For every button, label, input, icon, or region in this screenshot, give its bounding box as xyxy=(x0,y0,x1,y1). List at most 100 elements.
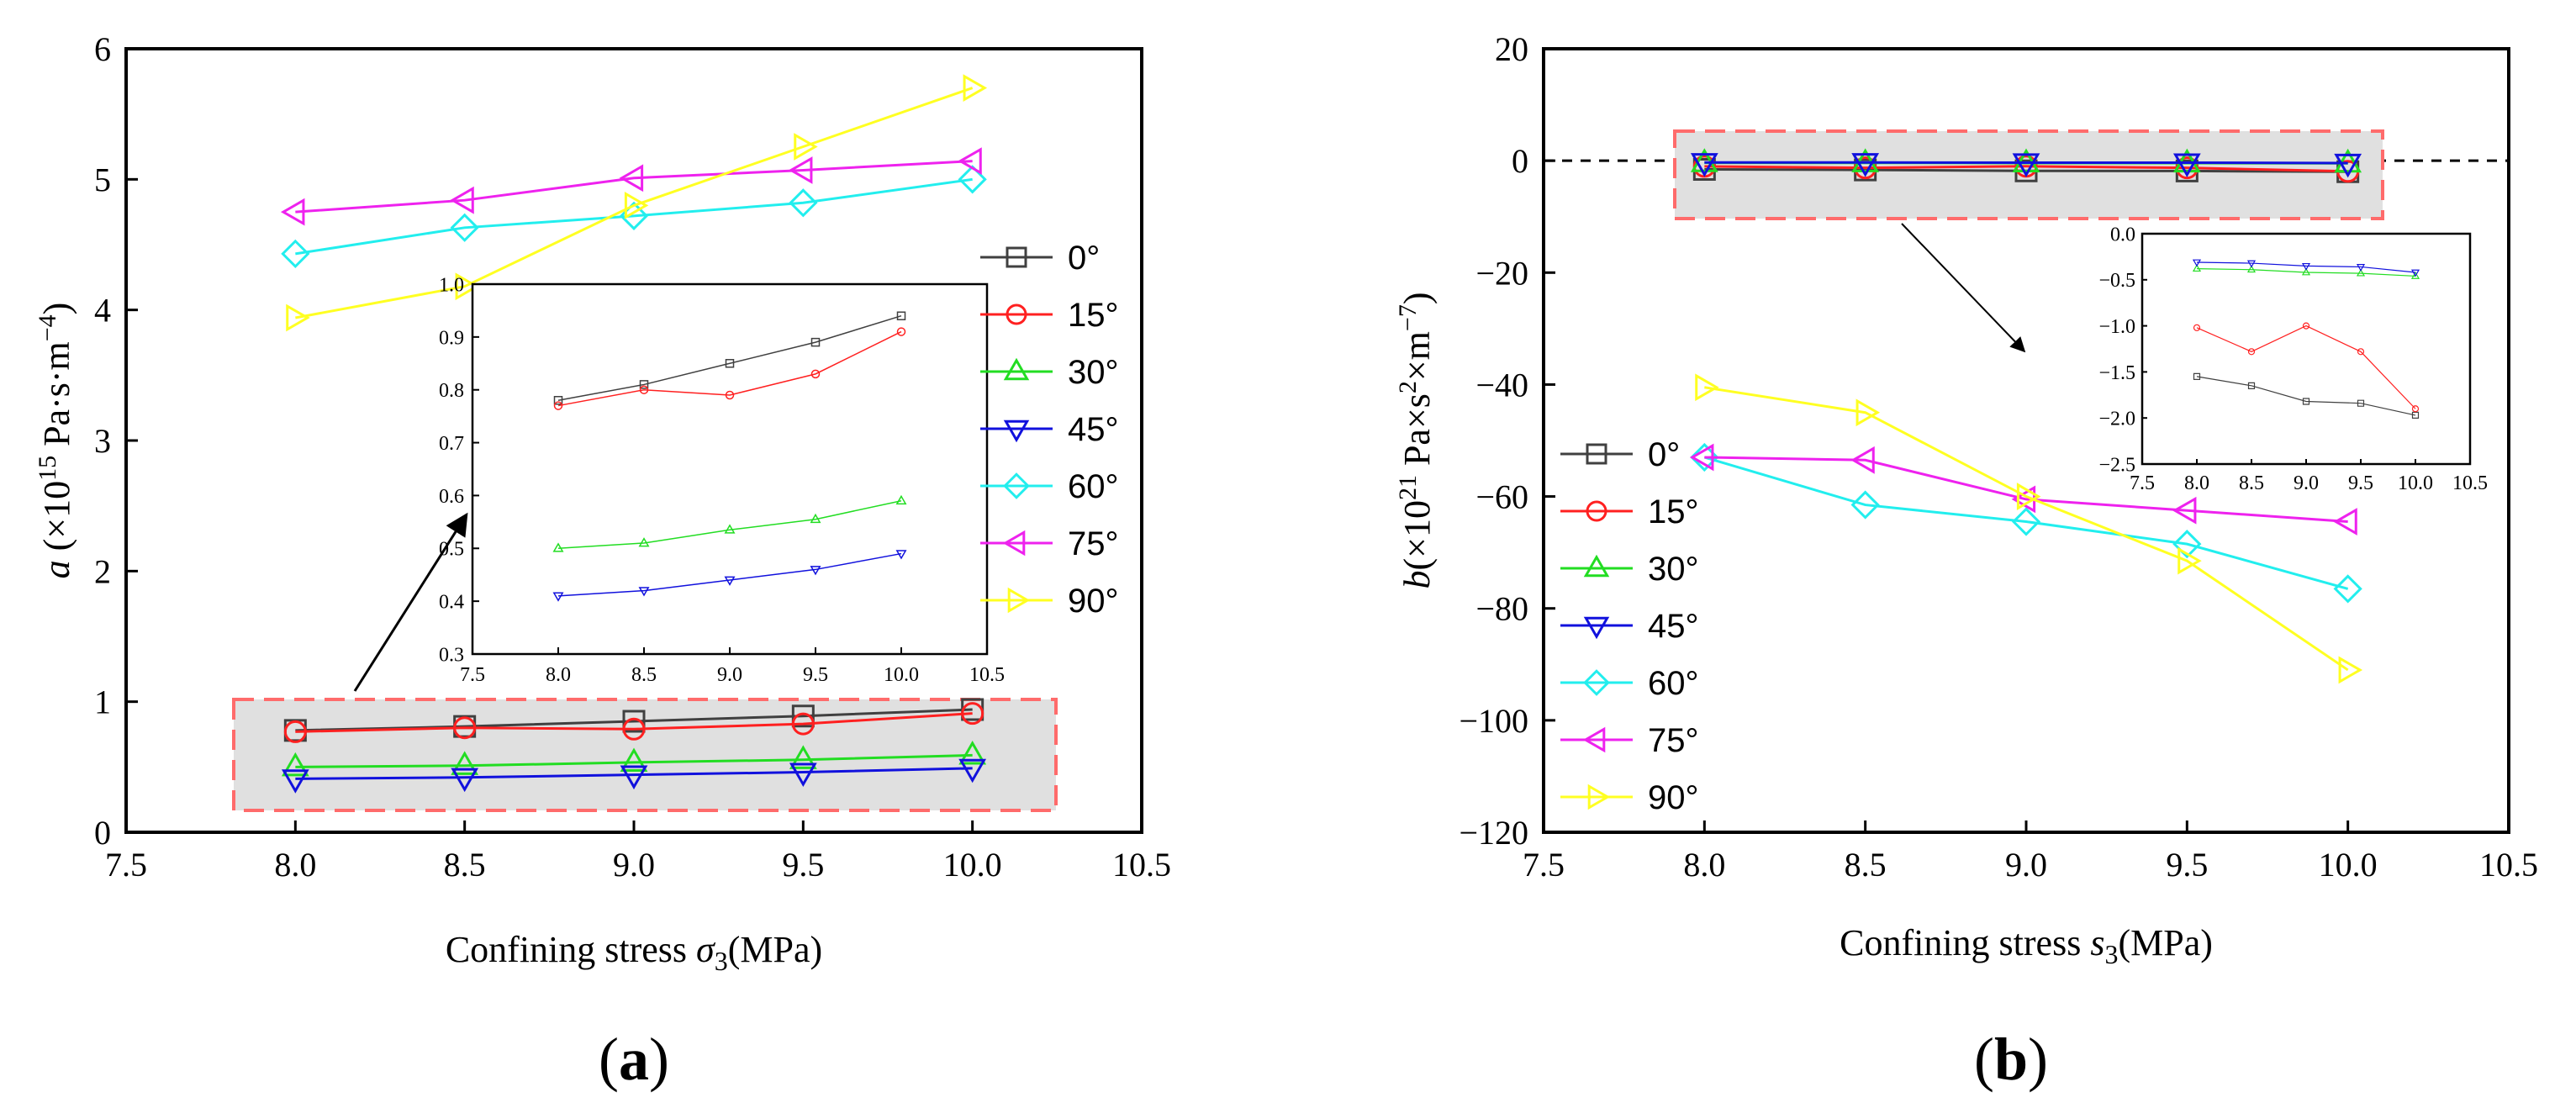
panel-b-inset-xtick-label: 8.5 xyxy=(2239,472,2264,494)
panel-a-legend-90deg-marker xyxy=(1007,587,1031,614)
panel-a-inset-ticks: 7.5 8.0 8.5 9.0 9.5 10.0 10.5 0.3 0.4 0.5 0.6 0.7 0.… xyxy=(439,274,1005,686)
panel-a-inset-arrow xyxy=(353,512,468,692)
panel-b-inset-series-30deg-point xyxy=(2301,267,2311,276)
panel-b-legend-45deg-marker xyxy=(1583,616,1610,640)
panel-b-inset-xtick-label: 8.0 xyxy=(2184,472,2209,494)
panel-b-ylabel: b(×1021 Pa×s2×m−7) xyxy=(1394,292,1438,588)
panel-b-inset-series-45deg-line xyxy=(2196,261,2416,273)
panel-b-inset-xtick-label: 7.5 xyxy=(2130,472,2155,494)
panel-b-xlabel: Confining stress s3(MPa) xyxy=(1840,922,2213,969)
panel-b-inset-series-0deg-line xyxy=(2196,376,2416,416)
panel-a-legend-0deg-marker xyxy=(1006,246,1027,268)
panel-a-legend-75deg-marker xyxy=(1002,530,1026,557)
panel-a-xlabel-symbol: σ xyxy=(696,929,716,970)
panel-a-ytick-label: 1 xyxy=(94,683,111,721)
panel-a-legend-15deg-marker xyxy=(1006,303,1027,325)
panel-a-series-45deg-line xyxy=(295,767,973,780)
panel-a-xtick-label: 8.0 xyxy=(274,846,316,884)
panel-a-series-60deg-point xyxy=(958,165,987,194)
panel-b-series-45deg-point xyxy=(1690,153,1718,177)
panel-a: 7.5 8.0 8.5 9.0 9.5 10.0 10.5 0 1 2 3 4 5 6 7.5 8.0 8.5… xyxy=(34,30,1171,1093)
panel-b-xlabel-unit: (MPa) xyxy=(2118,922,2212,963)
panel-b-series-30deg-point xyxy=(2172,148,2201,173)
panel-a-series-90deg-line xyxy=(295,87,974,319)
panel-a-xlabel: Confining stress σ3(MPa) xyxy=(446,929,822,976)
panel-b-legend-60deg-marker xyxy=(1583,669,1610,696)
panel-b-inset-xtick-label: 9.5 xyxy=(2348,472,2373,494)
panel-b-series xyxy=(1689,148,2363,684)
panel-b-series-75deg-point xyxy=(1850,446,1875,474)
panel-b-inset-series-30deg-point xyxy=(2246,265,2257,273)
panel-b-legend-30deg-label: 30° xyxy=(1648,551,1699,588)
panel-a-inset-ytick-label: 1.0 xyxy=(439,274,464,296)
panel-a-inset-xtick-label: 10.5 xyxy=(969,664,1005,686)
panel-b-xtick-label: 8.0 xyxy=(1683,846,1725,884)
panel-b-inset-series xyxy=(2192,259,2420,419)
panel-a-series-75deg-point xyxy=(280,198,305,226)
panel-b: 7.5 8.0 8.5 9.0 9.5 10.0 10.5 20 0 −20 −40 −60 −80 −1… xyxy=(1394,30,2538,1093)
panel-b-ytick-label: −120 xyxy=(1459,814,1528,852)
panel-b-series-60deg-point xyxy=(1850,490,1880,520)
panel-b-inset-series-15deg-point xyxy=(2411,405,2420,413)
panel-a-series-60deg-point xyxy=(281,239,310,268)
panel-b-xlabel-text: Confining stress xyxy=(1840,922,2090,963)
panel-b-series-90deg-line xyxy=(1704,386,2349,672)
panel-b-inset-xtick-label: 9.0 xyxy=(2294,472,2319,494)
panel-a-ylabel-var: a xyxy=(36,560,77,578)
panel-b-series-0deg-point xyxy=(2175,159,2199,182)
panel-a-inset-series-45deg-point xyxy=(638,587,650,597)
panel-b-inset: 7.5 8.0 8.5 9.0 9.5 10.0 10.5 0.0 −0.5 −1.0 −1.5 −2… xyxy=(2098,224,2488,494)
panel-a-ytick-label: 3 xyxy=(94,422,111,460)
panel-b-inset-series-45deg-point xyxy=(2410,269,2420,277)
panel-b-ylabel-mid: Pa×s xyxy=(1396,393,1438,475)
panel-a-series-90deg-point xyxy=(624,192,649,219)
panel-b-ylabel-exp: 21 xyxy=(1394,475,1422,500)
panel-a-inset-series-15deg-line xyxy=(557,330,902,407)
panel-a-ytick-label: 6 xyxy=(94,30,111,68)
panel-a-series-45deg-point xyxy=(620,765,648,790)
panel-b-xtick-label: 10.0 xyxy=(2319,846,2378,884)
panel-b-ticks: 7.5 8.0 8.5 9.0 9.5 10.0 10.5 20 0 −20 −40 −60 −80 −1… xyxy=(1459,30,2538,884)
panel-b-series-60deg-point xyxy=(2333,574,2362,604)
panel-b-series-45deg-point xyxy=(2172,153,2201,177)
panel-a-ytick-label: 2 xyxy=(94,552,111,590)
panel-b-series-90deg-point xyxy=(2177,546,2202,575)
panel-a-legend-30deg-marker xyxy=(1003,357,1030,381)
panel-a-inset-series-30deg-point xyxy=(810,513,821,524)
panel-b-inset-series-15deg-point xyxy=(2302,322,2310,330)
panel-a-inset-series-15deg-point xyxy=(896,327,906,336)
panel-a-legend-90deg-label: 90° xyxy=(1068,583,1119,620)
panel-a-inset-series-0deg-point xyxy=(810,337,821,347)
panel-b-series-60deg-point xyxy=(2011,507,2041,536)
panel-b-inset-series-0deg-point xyxy=(2247,382,2256,389)
panel-b-xtick-label: 9.0 xyxy=(2005,846,2047,884)
panel-b-inset-series-45deg-point xyxy=(2356,264,2366,272)
panel-a-caption-letter: a xyxy=(619,1026,649,1093)
panel-a-series-90deg-point xyxy=(455,272,480,301)
panel-b-ylabel-mid2: ×m xyxy=(1396,331,1438,381)
panel-b-legend-90deg-marker xyxy=(1587,784,1611,810)
panel-a-legend-45deg-label: 45° xyxy=(1068,411,1119,448)
panel-b-inset-ticks: 7.5 8.0 8.5 9.0 9.5 10.0 10.5 0.0 −0.5 −1.0 −1.5 −2… xyxy=(2098,224,2488,494)
panel-a-series-75deg-line xyxy=(295,160,973,214)
panel-a-ylabel-pre: (×10 xyxy=(36,481,77,560)
panel-a-inset-ytick-label: 0.9 xyxy=(439,327,464,349)
panel-a-inset-xtick-label: 8.0 xyxy=(546,664,571,686)
panel-b-ytick-label: −100 xyxy=(1459,702,1528,740)
panel-b-inset-series-0deg-point xyxy=(2302,398,2310,405)
panel-a-series-15deg-point xyxy=(283,720,307,743)
panel-a-inset-frame xyxy=(471,282,989,656)
panel-a-legend-0deg-label: 0° xyxy=(1068,240,1100,277)
panel-a-inset-series-30deg-point xyxy=(638,537,650,547)
panel-a-series-45deg-point xyxy=(789,762,817,787)
panel-b-axes-frame xyxy=(1542,47,2510,834)
panel-a-series-15deg-point xyxy=(453,716,477,740)
panel-a-inset-series-0deg-line xyxy=(557,314,902,402)
panel-a-inset-xtick-label: 9.0 xyxy=(717,664,742,686)
panel-a-inset-series-45deg-line xyxy=(557,552,902,597)
panel-a-inset-ytick-label: 0.6 xyxy=(439,486,464,508)
panel-b-inset-series-30deg-point xyxy=(2356,268,2366,277)
panel-a-series-30deg-point xyxy=(281,752,309,777)
panel-a-series-30deg-point xyxy=(958,740,987,765)
panel-b-inset-xtick-label: 10.5 xyxy=(2452,472,2488,494)
